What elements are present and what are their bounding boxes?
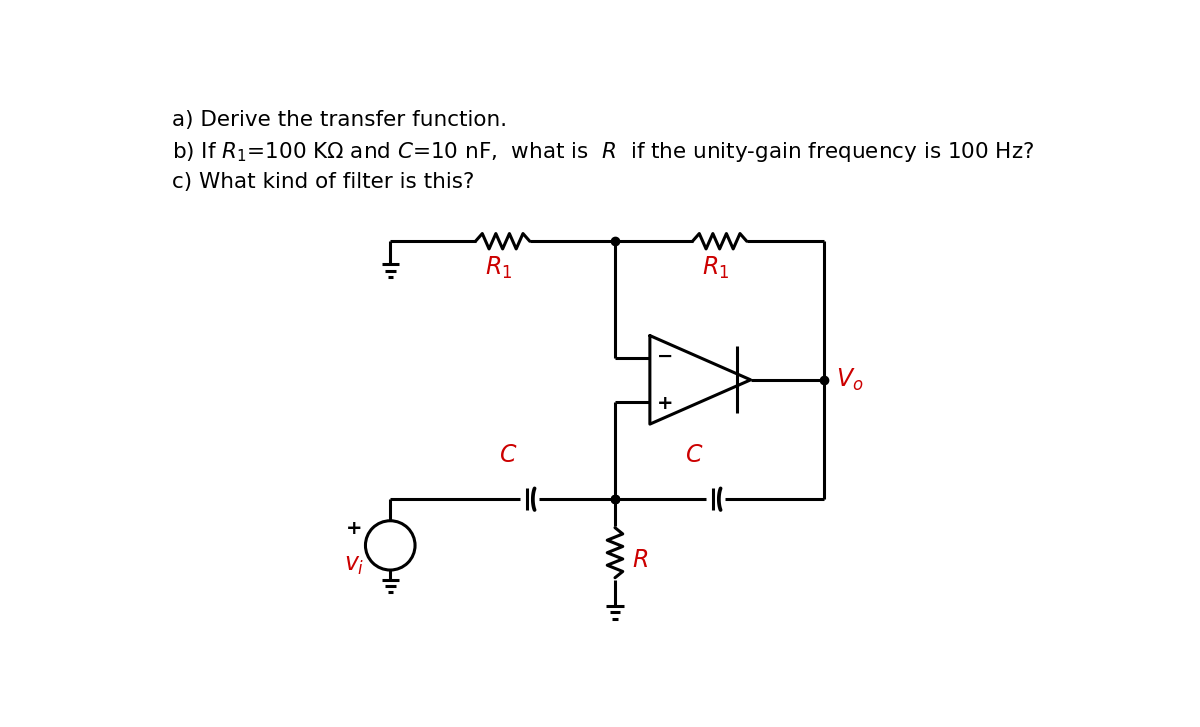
Text: $V_o$: $V_o$ [836,366,863,393]
Text: c) What kind of filter is this?: c) What kind of filter is this? [172,172,474,192]
Text: $R$: $R$ [632,548,648,572]
Text: $R_1$: $R_1$ [485,255,512,281]
Text: −: − [658,347,673,366]
Text: +: + [347,519,362,538]
Text: a) Derive the transfer function.: a) Derive the transfer function. [172,111,506,130]
Text: +: + [658,394,673,413]
Text: $C$: $C$ [499,443,517,467]
Text: $C$: $C$ [685,443,703,467]
Text: $v_i$: $v_i$ [344,553,365,577]
Text: $R_1$: $R_1$ [702,255,730,281]
Text: b) If $R_1$=100 K$\Omega$ and $C$=10 nF,  what is  $R$  if the unity-gain freque: b) If $R_1$=100 K$\Omega$ and $C$=10 nF,… [172,140,1034,164]
